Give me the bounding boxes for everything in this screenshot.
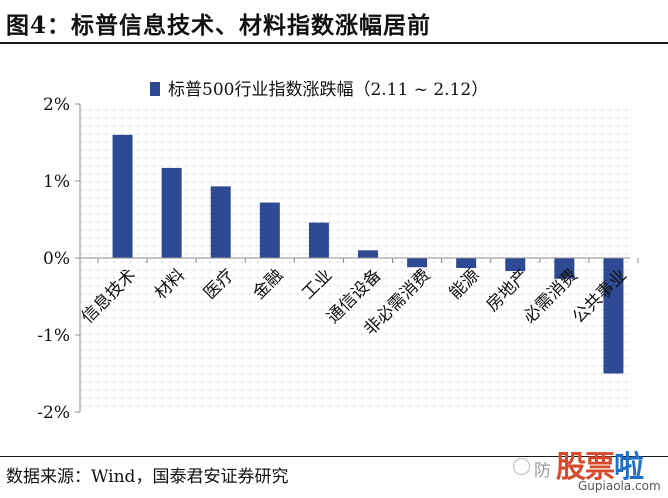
bar: [456, 258, 477, 269]
bar: [161, 167, 182, 258]
y-tick-label: 0%: [43, 249, 70, 269]
watermark-partial-text: 防: [534, 461, 551, 481]
bar: [407, 258, 428, 268]
watermark-logo-main: 股票: [556, 450, 615, 485]
y-tick-label: -1%: [37, 326, 70, 346]
bar: [505, 258, 526, 272]
y-axis: -2% -1% 0% 1% 2%: [37, 95, 81, 423]
zero-line: [80, 257, 639, 263]
bar: [259, 202, 280, 258]
bar: [554, 258, 575, 279]
footer-divider: [0, 456, 668, 457]
legend-swatch: [150, 82, 160, 96]
bars-group: [112, 134, 624, 374]
bar: [210, 186, 231, 258]
watermark-logo-accent: 啦: [614, 450, 644, 485]
y-tick-label: -2%: [37, 403, 70, 423]
bar: [112, 134, 133, 258]
chart-area: -2% -1% 0% 1% 2% 信息技术 材料 医疗 金融 工业 通信设备 非必需消费 能源 房地产必…: [0, 44, 668, 456]
bar: [308, 222, 329, 258]
title-bar: 图4：标普信息技术、材料指数涨幅居前: [0, 0, 668, 40]
watermark: ◯ 防 股票啦 Gupiaola.com: [508, 442, 668, 498]
y-tick-label: 2%: [43, 95, 70, 115]
title-divider: [0, 42, 668, 44]
bar: [358, 250, 378, 258]
page-title: 图4：标普信息技术、材料指数涨幅居前: [6, 12, 432, 39]
bar: [603, 258, 624, 374]
legend-label: 标普500行业指数涨跌幅（2.11 ~ 2.12）: [168, 80, 488, 100]
watermark-logo: 股票啦: [556, 442, 644, 486]
legend: 标普500行业指数涨跌幅（2.11 ~ 2.12）: [150, 80, 488, 100]
watermark-url: Gupiaola.com: [578, 479, 661, 493]
chat-bubble-icon: ◯: [512, 456, 532, 476]
y-tick-label: 1%: [43, 172, 70, 192]
source-note: 数据来源：Wind，国泰君安证券研究: [6, 467, 289, 487]
